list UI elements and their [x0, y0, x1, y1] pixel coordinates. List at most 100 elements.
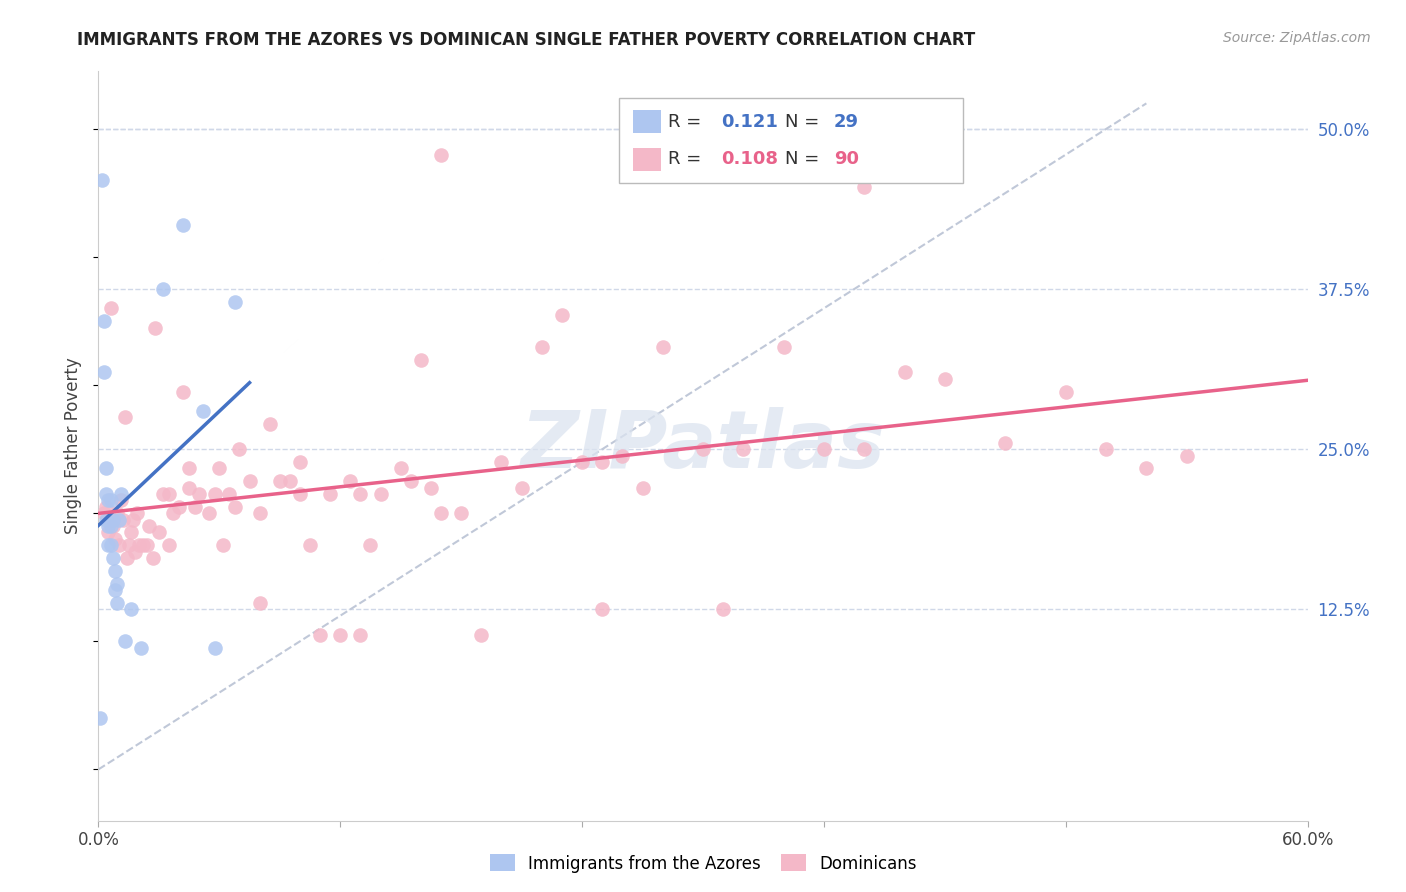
Text: 90: 90 — [834, 150, 859, 168]
Point — [309, 628, 332, 642]
Point — [934, 372, 956, 386]
Point — [103, 564, 125, 578]
Point — [96, 500, 118, 514]
Point — [288, 455, 311, 469]
Point — [631, 481, 654, 495]
Text: IMMIGRANTS FROM THE AZORES VS DOMINICAN SINGLE FATHER POVERTY CORRELATION CHART: IMMIGRANTS FROM THE AZORES VS DOMINICAN … — [77, 31, 976, 49]
Point — [135, 538, 157, 552]
Point — [105, 596, 128, 610]
Text: N =: N = — [785, 150, 824, 168]
Text: R =: R = — [668, 150, 707, 168]
Point — [125, 506, 148, 520]
Point — [129, 640, 152, 655]
Point — [228, 442, 250, 457]
Point — [329, 628, 352, 642]
Point — [120, 525, 142, 540]
Point — [204, 487, 226, 501]
Point — [124, 544, 146, 558]
Point — [142, 551, 165, 566]
Point — [409, 352, 432, 367]
Text: Source: ZipAtlas.com: Source: ZipAtlas.com — [1223, 31, 1371, 45]
Point — [114, 634, 136, 648]
Point — [733, 442, 755, 457]
Point — [491, 455, 513, 469]
Point — [184, 500, 207, 514]
Point — [651, 340, 673, 354]
Point — [269, 474, 291, 488]
Point — [101, 551, 124, 566]
Text: R =: R = — [668, 113, 707, 131]
Point — [1135, 461, 1157, 475]
Point — [157, 538, 180, 552]
Point — [110, 493, 132, 508]
Point — [1054, 384, 1077, 399]
Point — [224, 294, 246, 309]
Point — [172, 218, 194, 232]
Point — [198, 506, 221, 520]
Point — [100, 301, 122, 316]
Point — [97, 538, 120, 552]
Point — [450, 506, 472, 520]
Point — [120, 602, 142, 616]
Y-axis label: Single Father Poverty: Single Father Poverty — [65, 358, 83, 534]
Point — [430, 506, 453, 520]
Point — [121, 513, 143, 527]
Text: N =: N = — [785, 113, 824, 131]
Point — [100, 519, 122, 533]
Point — [103, 532, 125, 546]
Point — [711, 602, 734, 616]
Text: 0.121: 0.121 — [721, 113, 778, 131]
Point — [114, 410, 136, 425]
Point — [278, 474, 301, 488]
Text: 29: 29 — [834, 113, 859, 131]
Point — [188, 487, 211, 501]
Point — [148, 525, 170, 540]
Point — [249, 506, 271, 520]
Point — [91, 173, 114, 187]
Point — [591, 455, 613, 469]
Point — [179, 481, 201, 495]
Point — [813, 442, 835, 457]
Point — [420, 481, 443, 495]
Point — [430, 147, 453, 161]
Point — [591, 602, 613, 616]
Point — [96, 513, 118, 527]
Point — [172, 384, 194, 399]
Point — [107, 538, 129, 552]
Point — [551, 308, 574, 322]
Point — [349, 487, 371, 501]
Point — [110, 487, 132, 501]
Point — [530, 340, 553, 354]
Point — [299, 538, 322, 552]
Text: 0.108: 0.108 — [721, 150, 779, 168]
Point — [349, 628, 371, 642]
Point — [1175, 449, 1198, 463]
Point — [208, 461, 231, 475]
Point — [162, 506, 184, 520]
Point — [994, 435, 1017, 450]
Point — [97, 525, 120, 540]
Point — [239, 474, 262, 488]
Point — [89, 711, 111, 725]
Point — [107, 513, 129, 527]
Point — [370, 487, 392, 501]
Point — [853, 179, 876, 194]
Point — [96, 461, 118, 475]
Point — [399, 474, 422, 488]
Point — [100, 538, 122, 552]
Point — [93, 506, 115, 520]
Point — [853, 442, 876, 457]
Point — [97, 493, 120, 508]
Point — [249, 596, 271, 610]
Point — [288, 487, 311, 501]
Point — [319, 487, 342, 501]
Point — [893, 365, 915, 379]
Point — [96, 487, 118, 501]
Point — [193, 404, 215, 418]
Point — [612, 449, 634, 463]
Point — [128, 538, 150, 552]
Legend: Immigrants from the Azores, Dominicans: Immigrants from the Azores, Dominicans — [482, 847, 924, 880]
Point — [103, 583, 125, 598]
Point — [152, 487, 174, 501]
Point — [111, 513, 134, 527]
